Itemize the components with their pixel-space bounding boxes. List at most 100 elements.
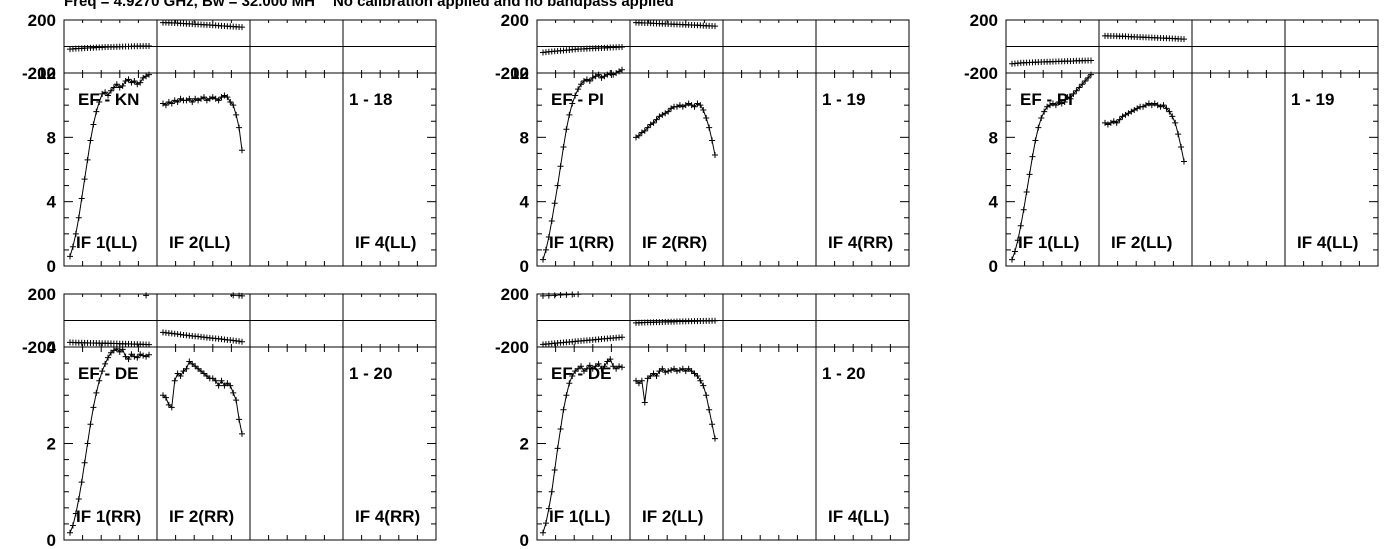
- amplitude-point: [72, 510, 79, 517]
- amplitude-point: [81, 176, 88, 183]
- amplitude-point: [641, 127, 648, 134]
- amplitude-point: [557, 163, 564, 170]
- amplitude-point: [125, 356, 132, 363]
- amplitude-tick-label: 4: [989, 193, 999, 212]
- if-label-2: IF 2(RR): [642, 233, 707, 252]
- phase-tick-label: -200: [22, 64, 56, 83]
- if-label-4: IF 4(RR): [828, 233, 893, 252]
- baseline-label: EF - PI: [1020, 90, 1073, 109]
- amplitude-line-if2: [162, 94, 243, 151]
- amplitude-point: [662, 369, 669, 376]
- amplitude-point: [218, 377, 225, 384]
- amplitude-point: [1082, 78, 1089, 85]
- amplitude-point: [638, 377, 645, 384]
- amplitude-point: [113, 345, 120, 352]
- phase-outlier-point: [569, 291, 576, 298]
- amplitude-point: [566, 380, 573, 387]
- amplitude-point: [1020, 206, 1027, 213]
- phase-point: [146, 42, 152, 49]
- if-label-4: IF 4(LL): [828, 507, 889, 526]
- plot-header: Freq = 4.9270 GHz, Bw = 32.000 MH No cali…: [64, 0, 674, 10]
- amplitude-point: [1169, 113, 1176, 120]
- baseline-label: EF - KN: [78, 90, 139, 109]
- amplitude-line-if2: [1104, 102, 1185, 162]
- amplitude-point: [93, 389, 100, 396]
- amplitude-point: [67, 529, 73, 536]
- time-range-label: 1 - 20: [822, 364, 865, 383]
- amplitude-point: [569, 100, 576, 107]
- amplitude-point: [131, 78, 138, 85]
- amplitude-point: [200, 94, 207, 101]
- amplitude-tick-label: 8: [47, 128, 56, 147]
- amplitude-point: [619, 364, 625, 371]
- amplitude-point: [665, 368, 672, 375]
- amplitude-point: [1079, 81, 1086, 88]
- amplitude-point: [174, 98, 181, 105]
- amplitude-point: [137, 351, 144, 358]
- amplitude-point: [102, 89, 109, 96]
- amplitude-point: [189, 98, 196, 105]
- amplitude-point: [712, 435, 718, 442]
- if-label-1: IF 1(RR): [76, 507, 141, 526]
- amplitude-point: [673, 368, 680, 375]
- amplitude-tick-label: 2: [47, 435, 56, 454]
- amplitude-point: [548, 217, 555, 224]
- amplitude-point: [78, 195, 85, 202]
- amplitude-point: [665, 108, 672, 115]
- if-label-2: IF 2(LL): [1111, 233, 1172, 252]
- amplitude-point: [69, 243, 76, 250]
- amplitude-tick-label: 4: [47, 338, 57, 357]
- phase-tick-label: 200: [501, 11, 529, 30]
- amplitude-point: [230, 389, 237, 396]
- amplitude-point: [706, 124, 713, 131]
- amplitude-point: [87, 421, 94, 428]
- amplitude-point: [560, 143, 567, 150]
- phase-point: [239, 338, 245, 345]
- amplitude-line-if2: [162, 360, 243, 434]
- amplitude-point: [694, 372, 701, 379]
- phase-point: [619, 44, 625, 51]
- amplitude-point: [548, 488, 555, 495]
- amplitude-point: [227, 382, 234, 389]
- amplitude-point: [653, 372, 660, 379]
- if-label-4: IF 4(LL): [1297, 233, 1358, 252]
- baseline-label: EF - DE: [551, 364, 611, 383]
- amplitude-tick-label: 0: [520, 531, 529, 549]
- amplitude-point: [1017, 222, 1024, 229]
- amplitude-tick-label: 4: [520, 193, 530, 212]
- amplitude-point: [99, 368, 106, 375]
- phase-outlier-point: [563, 291, 570, 298]
- if-label-2: IF 2(LL): [169, 233, 230, 252]
- panel-1: 0 4 8 12-200 200 EF - KN 1 - 18 IF 1(LL) IF 2(LL…: [22, 11, 437, 276]
- amplitude-point: [1061, 98, 1068, 105]
- amplitude-point: [551, 200, 558, 207]
- baseline-label: EF - DE: [78, 364, 138, 383]
- amplitude-point: [239, 147, 245, 154]
- amplitude-point: [540, 529, 546, 536]
- if-label-4: IF 4(LL): [355, 233, 416, 252]
- amplitude-point: [215, 382, 222, 389]
- amplitude-point: [215, 97, 222, 104]
- if-label-2: IF 2(LL): [642, 507, 703, 526]
- amplitude-point: [105, 92, 112, 99]
- amplitude-point: [554, 445, 561, 452]
- amplitude-point: [650, 119, 657, 126]
- amplitude-point: [227, 98, 234, 105]
- amplitude-point: [233, 111, 240, 118]
- phase-tick-label: -200: [22, 338, 56, 357]
- amplitude-point: [1032, 137, 1039, 144]
- amplitude-point: [75, 495, 82, 502]
- amplitude-point: [542, 520, 549, 527]
- amplitude-point: [563, 392, 570, 399]
- amplitude-point: [644, 124, 651, 131]
- phase-point: [146, 341, 152, 348]
- amplitude-point: [560, 406, 567, 413]
- amplitude-point: [131, 353, 138, 360]
- amplitude-point: [78, 479, 85, 486]
- phase-tick-label: 200: [501, 285, 529, 304]
- amplitude-point: [224, 94, 231, 101]
- amplitude-point: [697, 102, 704, 109]
- amplitude-point: [140, 352, 147, 359]
- phase-tick-label: 200: [28, 11, 56, 30]
- amplitude-tick-label: 0: [520, 257, 529, 276]
